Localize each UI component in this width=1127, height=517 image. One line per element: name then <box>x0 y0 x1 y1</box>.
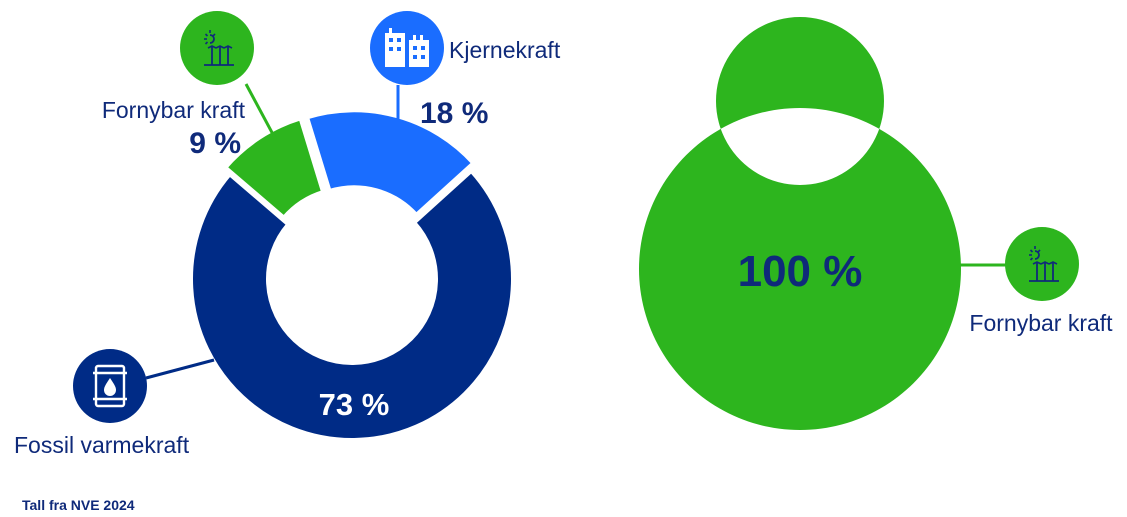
donut-chart-mix: Kjernekraft 18 % Fornybar kraft 9 % 73 %… <box>14 11 561 458</box>
label-fossil-value: 73 % <box>319 387 390 422</box>
nuclear-plant-building-icon <box>370 11 444 85</box>
source-note: Tall fra NVE 2024 <box>22 497 135 513</box>
renewable-sun-wind-icon <box>180 11 254 85</box>
donut-slice-nuclear <box>304 108 477 218</box>
donut-slice-fossil <box>189 168 515 442</box>
label-renewable-name: Fornybar kraft <box>102 97 246 123</box>
renewable-sun-wind-icon <box>1005 227 1079 301</box>
label-fossil-name: Fossil varmekraft <box>14 432 190 458</box>
label-renewable-total-value: 100 % <box>738 247 863 296</box>
donut-slice-renewable <box>222 115 326 221</box>
label-nuclear-name: Kjernekraft <box>449 37 561 63</box>
leader-line-renewable <box>244 83 278 141</box>
oil-barrel-icon <box>73 349 147 423</box>
leader-line-fossil <box>145 358 215 380</box>
label-renewable-value: 9 % <box>189 127 241 160</box>
donut-chart-renewable: 100 % Fornybar kraft <box>638 16 1113 430</box>
label-nuclear-value: 18 % <box>420 97 488 130</box>
donut-renewable-total-slice-1 <box>638 16 961 430</box>
label-renewable-total-name: Fornybar kraft <box>969 310 1113 336</box>
